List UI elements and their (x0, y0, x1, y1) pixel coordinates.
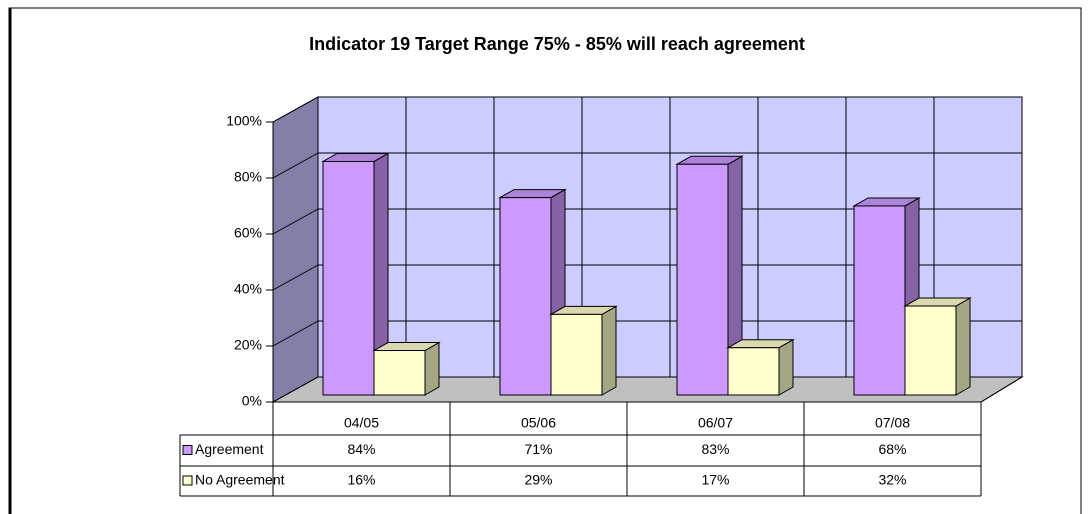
data-label: 83% (701, 441, 729, 457)
bar (853, 205, 906, 396)
x-tick-label: 07/08 (875, 415, 910, 431)
side-wall (272, 96, 319, 403)
x-tick-label: 04/05 (344, 415, 379, 431)
legend-label: No Agreement (195, 472, 285, 488)
grid-line (272, 208, 319, 235)
data-label: 17% (701, 472, 729, 488)
grid-line (272, 96, 319, 123)
bar (373, 350, 426, 396)
y-tick-label: 40% (234, 281, 262, 297)
grid-line (272, 320, 319, 347)
grid-line (272, 376, 319, 403)
bar (727, 347, 780, 396)
data-label: 32% (878, 472, 906, 488)
bar-side (601, 305, 617, 396)
chart-title: Indicator 19 Target Range 75% - 85% will… (309, 34, 805, 54)
x-tick-label: 05/06 (521, 415, 556, 431)
y-tick-label: 80% (234, 169, 262, 185)
y-tick-label: 100% (226, 113, 262, 129)
bar (904, 305, 957, 396)
bar (550, 313, 603, 396)
bar (499, 197, 552, 396)
legend-swatch (182, 475, 193, 486)
x-tick-label: 06/07 (698, 415, 733, 431)
bar-side (424, 341, 440, 396)
table-line (980, 376, 1023, 403)
legend-label: Agreement (195, 441, 264, 457)
bar (676, 163, 729, 396)
y-tick-label: 60% (234, 225, 262, 241)
grid-line (272, 264, 319, 291)
y-tick-label: 20% (234, 337, 262, 353)
data-label: 29% (524, 472, 552, 488)
data-label: 68% (878, 441, 906, 457)
data-label: 71% (524, 441, 552, 457)
legend-swatch (182, 445, 193, 455)
bar (322, 160, 375, 396)
data-label: 16% (347, 472, 375, 488)
y-tick-label: 0% (242, 393, 262, 409)
data-label: 84% (347, 441, 375, 457)
bar-side (955, 297, 971, 396)
grid-line (272, 152, 319, 179)
bar-side (778, 338, 794, 396)
